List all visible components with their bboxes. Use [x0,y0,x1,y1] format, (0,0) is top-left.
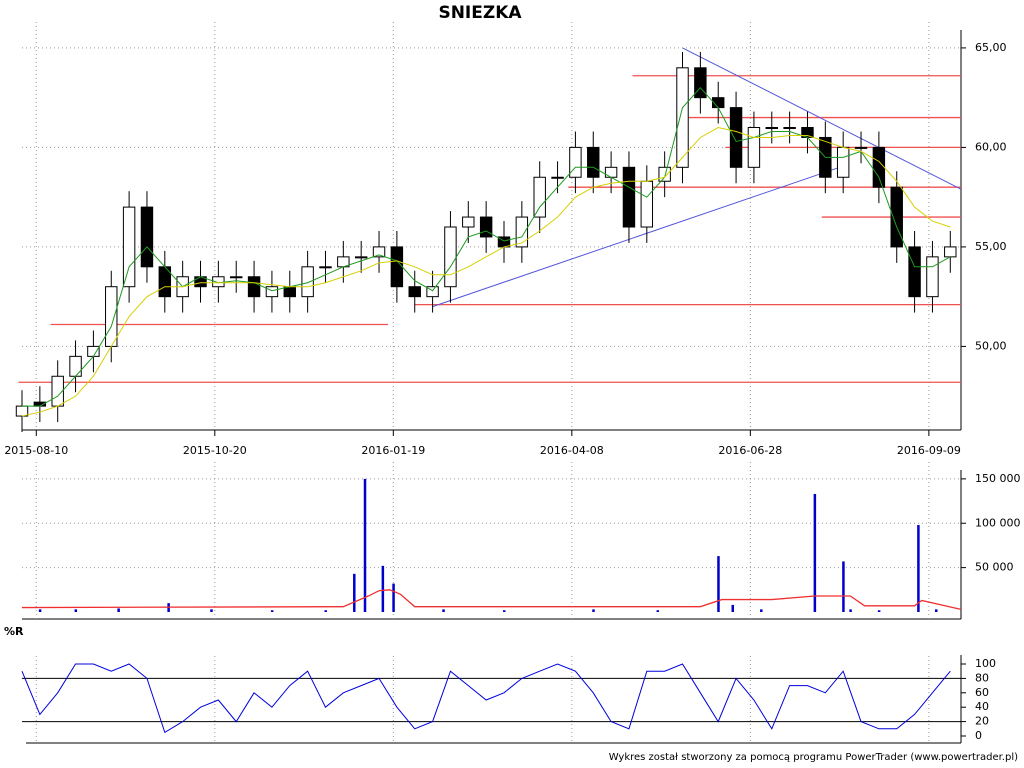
moving-average [21,126,951,417]
x-tick-label: 2016-09-09 [897,444,961,457]
candle-body [890,186,903,248]
volume-bar [38,609,42,612]
volume-bar [877,610,881,612]
candle-body [426,286,439,298]
candle-body [533,176,546,218]
volume-bar [849,609,852,612]
volume-bar [324,610,327,612]
candle-body [444,226,457,288]
x-tick-label: 2016-01-19 [361,444,425,457]
candle-body [640,180,654,228]
candle-body [69,355,82,377]
candle-body [587,146,600,178]
y-tick-label: 50 000 [975,561,1014,574]
volume-bar [381,565,385,612]
volume-bar [353,573,356,612]
candle-body [551,176,564,179]
volume-average [21,589,962,610]
volume-bar [210,609,213,612]
x-tick-label: 2015-10-20 [183,444,247,457]
candle-body [908,246,921,298]
volume-bar [760,609,763,612]
candle-body [515,216,529,248]
candle-body [747,127,761,168]
y-tick-label: 65,00 [975,41,1007,54]
volume-bar [270,610,274,612]
candle-body [872,146,886,188]
candle-body [569,146,582,178]
y-tick-label: 150 000 [975,472,1021,485]
candle-body [658,166,671,182]
candle-body [230,276,243,279]
candle-body [372,246,386,258]
trend-line [432,166,840,308]
candle-body [301,266,314,298]
volume-bar [502,610,506,612]
candle-body [122,206,136,288]
volume-bar [656,610,660,612]
candle-body [836,146,850,178]
candle-body [105,286,118,347]
x-tick-label: 2016-04-08 [540,444,604,457]
volume-bar [731,604,734,612]
candle-body [390,246,404,288]
candle-body [462,216,475,228]
y-tick-label: 40 [975,700,989,713]
candle-body [765,127,778,130]
y-tick-label: 100 000 [975,516,1021,529]
candle-body [729,107,743,168]
candle-body [694,67,707,99]
volume-bar [392,583,395,612]
volume-bar [363,478,367,612]
y-tick-label: 80 [975,671,989,684]
chart-title: SNIEZKA [438,3,522,23]
candle-body [319,266,332,269]
candle-body [676,67,689,168]
candle-body [265,286,279,298]
candle-body [87,345,100,357]
candle-body [247,276,261,298]
volume-bar [74,609,78,612]
candle-body [140,206,154,268]
y-tick-label: 60 [975,686,989,699]
candle-body [944,246,957,258]
y-tick-label: 50,00 [975,339,1007,352]
candle-body [408,286,421,298]
volume-bar [842,561,845,612]
candle-body [604,166,618,178]
y-tick-label: 60,00 [975,140,1007,153]
panel-title: %R [4,625,24,638]
volume-bar [917,525,920,612]
candle-body [926,256,939,298]
volume-bar [592,609,595,612]
candle-body [622,166,636,228]
candle-body [783,127,796,130]
indicator-line [21,663,951,734]
volume-bar [935,609,938,612]
volume-bar [813,493,817,612]
candle-body [479,216,493,238]
candle-body [15,405,29,417]
y-tick-label: 55,00 [975,240,1007,253]
moving-average [22,86,951,407]
candle-body [283,286,296,298]
x-tick-label: 2015-08-10 [4,444,68,457]
volume-bar [117,608,120,612]
trend-line [682,47,962,190]
y-tick-label: 20 [975,715,989,728]
y-tick-label: 100 [975,657,996,670]
x-tick-label: 2016-06-28 [718,444,782,457]
volume-bar [717,556,720,612]
candle-body [354,256,368,259]
footer: Wykres został stworzony za pomocą progra… [609,752,1018,763]
volume-bar [442,609,445,612]
candle-body [854,146,868,149]
y-tick-label: 0 [975,729,982,742]
